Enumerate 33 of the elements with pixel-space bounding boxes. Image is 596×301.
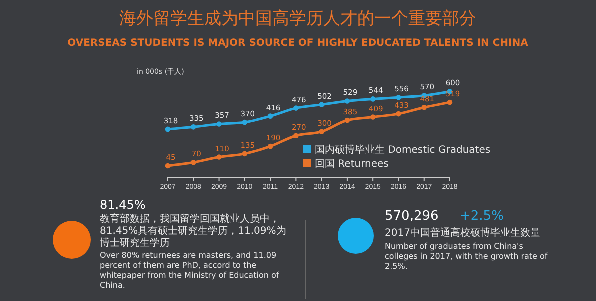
point (216, 154, 222, 160)
point (242, 120, 248, 126)
point (165, 163, 171, 169)
point (294, 133, 299, 139)
point (190, 160, 196, 166)
legend-label: 国内硕博毕业生 Domestic Graduates (315, 144, 491, 156)
point (190, 124, 196, 130)
point (344, 98, 350, 104)
text: 教育部数据，我国留学回国就业人员中，81.45%具有硕士研究生学历，11.09%为博士研究生学历 (100, 214, 288, 250)
point (447, 100, 453, 106)
text: 570,296 (385, 209, 439, 224)
point (268, 114, 274, 119)
point (165, 126, 171, 132)
text: 81.45% (100, 198, 147, 212)
point (319, 129, 324, 134)
point (422, 104, 428, 110)
legend-label: 回国 Returnees (315, 159, 389, 170)
point (268, 144, 274, 150)
text: +2.5% (460, 209, 505, 224)
point (294, 106, 299, 111)
point (344, 118, 350, 124)
text: Over 80% returnees are masters, and 11.09 percent of them are PhD, accord to the whitepaper from the Ministry of Education of China. (100, 251, 280, 291)
point (396, 94, 402, 100)
point (396, 111, 402, 117)
point (370, 96, 376, 102)
point (216, 122, 222, 127)
point (242, 151, 248, 157)
chart-subtitle: OVERSEAS STUDENTS IS MAJOR SOURCE OF HIGHLY EDUCATED TALENTS IN CHINA (68, 38, 529, 49)
chart-title: 海外留学生成为中国高学历人才的一个重要部分 (120, 9, 476, 29)
point (370, 114, 376, 120)
text: Number of graduates from China's colleges in 2017, with the growth rate of 2.5%. (385, 242, 549, 272)
point (319, 102, 324, 108)
text: 2017中国普通高校硕博毕业生数量 (385, 228, 542, 240)
